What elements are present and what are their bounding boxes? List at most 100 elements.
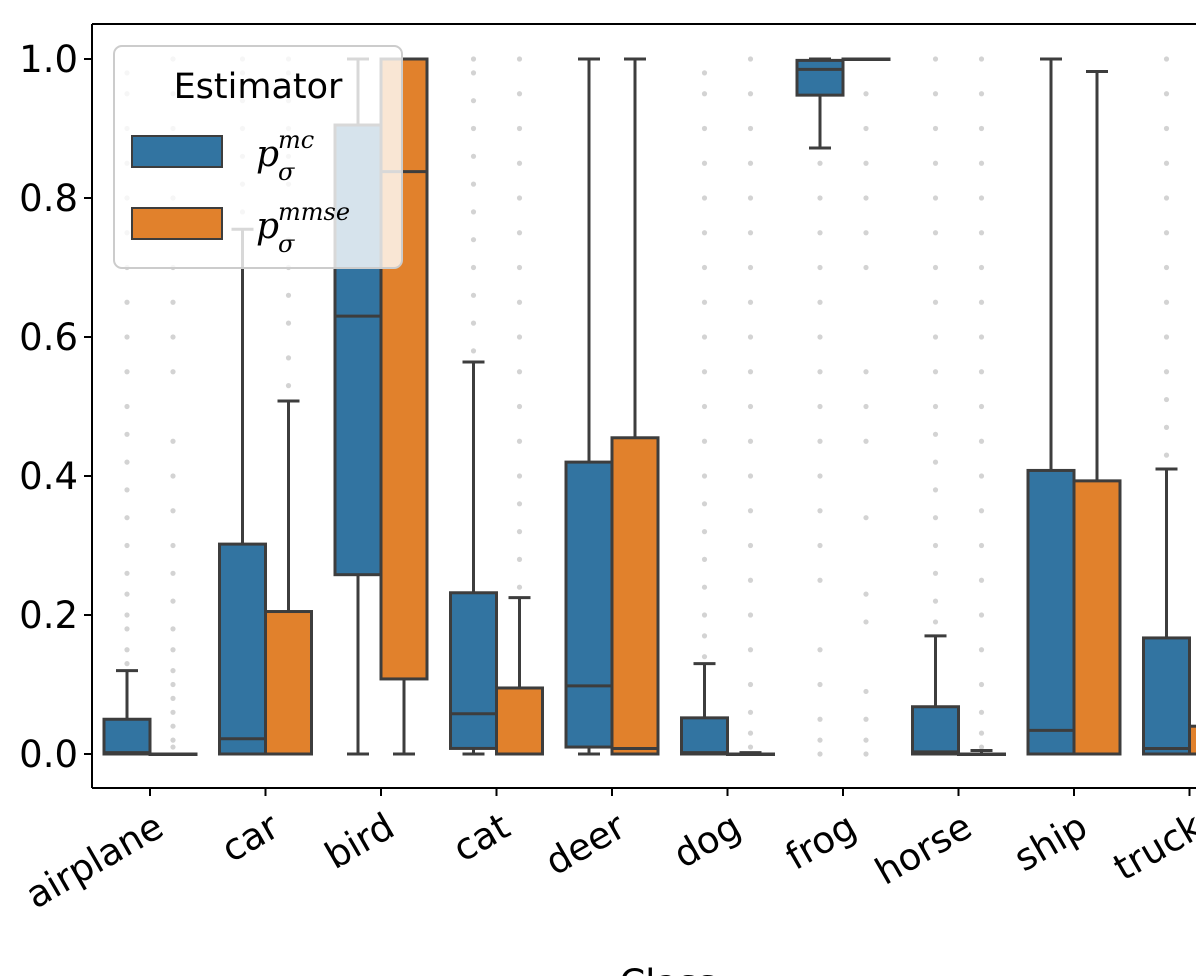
box-horse-mc xyxy=(911,56,960,756)
legend-swatch-mmse xyxy=(131,207,223,240)
flier-point xyxy=(932,570,939,576)
flier-point xyxy=(817,681,823,688)
flier-point xyxy=(863,230,869,236)
flier-point xyxy=(978,91,985,97)
flier-point xyxy=(170,598,176,604)
flier-point xyxy=(170,681,176,688)
flier-point xyxy=(170,723,176,729)
flier-point xyxy=(1163,91,1170,97)
flier-point xyxy=(1163,452,1170,458)
flier-point xyxy=(516,403,523,410)
flier-point xyxy=(978,577,985,583)
x-axis-title: Class xyxy=(619,962,716,976)
flier-point xyxy=(470,320,477,326)
box-truck-mmse xyxy=(1188,724,1196,756)
flier-point xyxy=(863,716,869,722)
flier-point xyxy=(863,125,869,132)
flier-point xyxy=(516,473,523,479)
box-cat-mmse xyxy=(495,56,544,756)
flier-point xyxy=(701,584,708,590)
flier-point xyxy=(470,125,477,132)
flier-point xyxy=(124,591,130,597)
flier-point xyxy=(978,612,985,618)
flier-point xyxy=(170,508,176,514)
flier-point xyxy=(817,751,823,757)
flier-point xyxy=(932,230,939,236)
flier-point xyxy=(747,438,754,444)
flier-point xyxy=(701,501,708,507)
flier-point xyxy=(170,737,176,743)
flier-point xyxy=(932,264,939,271)
flier-point xyxy=(701,264,708,271)
flier-point xyxy=(978,264,985,271)
flier-point xyxy=(516,195,523,201)
flier-point xyxy=(124,612,130,618)
flier-point xyxy=(470,264,477,271)
box-body xyxy=(911,705,960,756)
flier-point xyxy=(747,403,754,410)
box-frog-mmse xyxy=(841,57,891,757)
flier-point xyxy=(701,654,708,660)
flier-point xyxy=(516,125,523,132)
flier-point xyxy=(978,334,985,340)
box-horse-mmse xyxy=(957,56,1006,756)
box-frog-mc xyxy=(795,57,845,757)
box-body xyxy=(264,610,313,756)
flier-point xyxy=(124,403,130,410)
flier-point xyxy=(470,153,477,159)
flier-point xyxy=(817,542,823,549)
flier-point xyxy=(978,438,985,444)
flier-point xyxy=(978,647,985,653)
flier-point xyxy=(978,473,985,479)
legend-label-mmse: p xyxy=(256,206,279,247)
flier-point xyxy=(817,473,823,479)
flier-point xyxy=(470,70,477,76)
flier-point xyxy=(932,542,939,549)
flier-point xyxy=(701,91,708,97)
flier-point xyxy=(124,431,130,437)
x-tick-label-truck: truck xyxy=(1106,804,1196,889)
flier-point xyxy=(701,230,708,236)
flier-point xyxy=(817,403,823,410)
flier-point xyxy=(1163,264,1170,271)
flier-point xyxy=(170,744,176,750)
y-tick-label: 0.0 xyxy=(19,733,78,776)
flier-point xyxy=(170,473,176,479)
flier-point xyxy=(747,473,754,479)
flier-point xyxy=(817,264,823,271)
box-body xyxy=(218,542,267,756)
flier-point xyxy=(932,459,939,465)
legend-swatch-mc xyxy=(131,135,223,168)
flier-point xyxy=(747,91,754,97)
flier-point xyxy=(124,661,130,667)
legend-label-mc: p xyxy=(256,134,279,175)
flier-point xyxy=(932,431,939,437)
box-deer-mmse xyxy=(610,57,660,756)
flier-point xyxy=(978,508,985,514)
flier-point xyxy=(1163,424,1170,430)
flier-point xyxy=(285,292,292,298)
flier-point xyxy=(701,473,708,479)
y-tick-label: 0.8 xyxy=(19,177,78,220)
flier-point xyxy=(516,160,523,166)
flier-point xyxy=(863,688,869,695)
x-tick-label-deer: deer xyxy=(538,804,633,884)
flier-point xyxy=(701,195,708,201)
flier-point xyxy=(170,334,176,340)
flier-point xyxy=(170,695,176,702)
y-tick-label: 1.0 xyxy=(19,38,78,81)
flier-point xyxy=(817,438,823,444)
flier-point xyxy=(817,195,823,201)
flier-point xyxy=(863,751,869,757)
flier-point xyxy=(978,709,985,715)
flier-point xyxy=(1163,230,1170,236)
flier-point xyxy=(932,619,939,625)
flier-point xyxy=(817,647,823,653)
flier-point xyxy=(747,56,754,62)
flier-point xyxy=(978,542,985,549)
y-tick-label: 0.4 xyxy=(19,455,78,498)
flier-point xyxy=(863,619,869,625)
flier-point xyxy=(863,160,869,166)
flier-point xyxy=(701,556,708,563)
flier-point xyxy=(124,487,130,493)
